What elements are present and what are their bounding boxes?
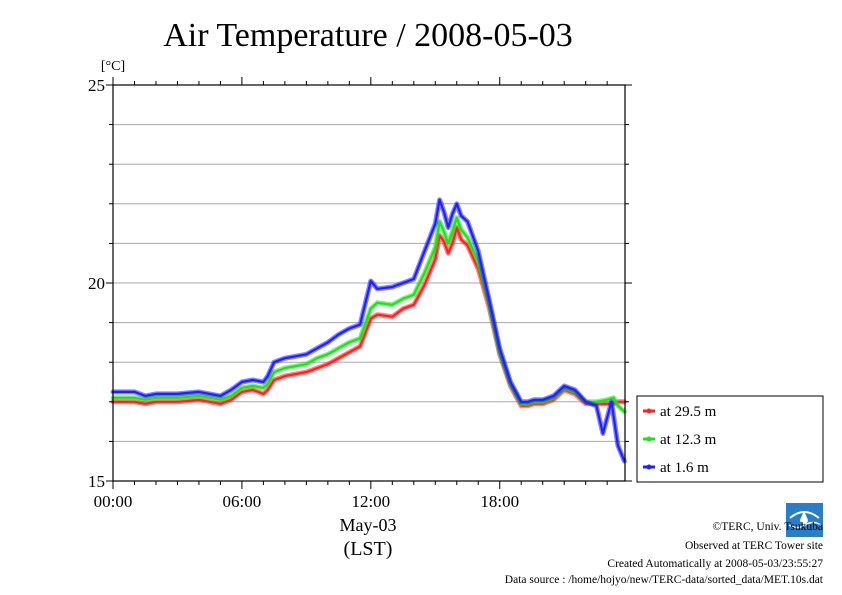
copyright-text: ©TERC, Univ. Tsukuba [713,521,823,533]
x-axis-sublabel: (LST) [344,538,393,560]
x-tick-label: 06:00 [223,492,262,511]
y-tick-label: 25 [88,76,105,95]
legend-marker [646,436,652,442]
created-text: Created Automatically at 2008-05-03/23:5… [607,558,823,570]
y-tick-label: 20 [88,274,105,293]
x-tick-label: 12:00 [351,492,390,511]
legend-marker [646,408,652,414]
series-line [111,216,626,413]
y-tick-label: 15 [88,472,105,491]
x-tick-label: 18:00 [480,492,519,511]
x-tick-label: 00:00 [94,492,133,511]
x-axis: 00:00 06:00 12:00 18:00 [94,77,608,511]
plot-lines [110,197,627,464]
legend-box [636,395,824,483]
source-text: Data source : /home/hojyo/new/TERC-data/… [505,574,824,586]
y-axis: 15 20 25 [88,76,632,491]
x-axis-label: May-03 [340,515,397,535]
legend: at 29.5 m at 12.3 m at 1.6 m [636,395,824,483]
legend-marker [646,464,652,470]
site-text: Observed at TERC Tower site [685,540,823,552]
legend-label: at 1.6 m [660,460,709,476]
terc-logo [786,503,823,537]
y-axis-unit: [°C] [101,59,125,74]
series-line [111,198,626,463]
legend-label: at 29.5 m [660,404,717,420]
legend-label: at 12.3 m [660,432,717,448]
chart-title: Air Temperature / 2008-05-03 [163,17,573,54]
